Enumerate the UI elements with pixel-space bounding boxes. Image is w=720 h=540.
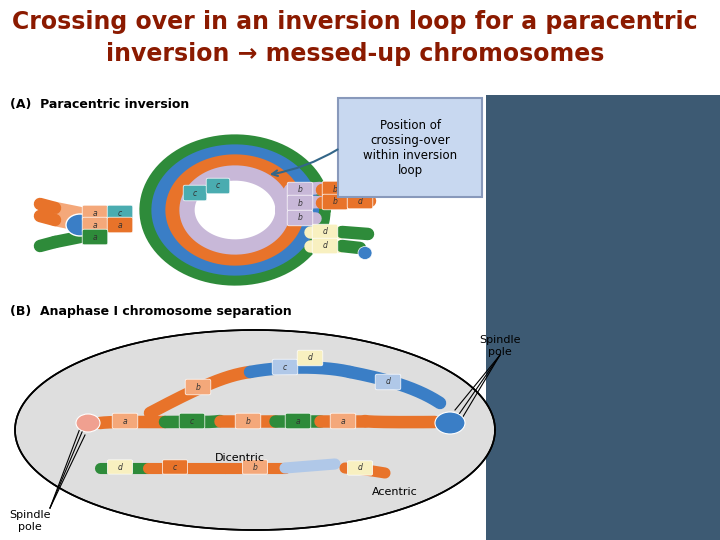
Ellipse shape xyxy=(358,246,372,260)
FancyBboxPatch shape xyxy=(206,178,230,194)
Text: b: b xyxy=(196,382,200,392)
FancyBboxPatch shape xyxy=(82,217,108,233)
Text: b: b xyxy=(333,198,338,206)
Text: Spindle
pole: Spindle pole xyxy=(480,335,521,356)
Text: a: a xyxy=(296,416,300,426)
FancyBboxPatch shape xyxy=(179,413,204,429)
FancyBboxPatch shape xyxy=(323,194,348,210)
FancyBboxPatch shape xyxy=(338,98,482,197)
Text: b: b xyxy=(297,213,302,222)
FancyBboxPatch shape xyxy=(112,413,138,429)
FancyBboxPatch shape xyxy=(375,374,401,390)
Text: a: a xyxy=(93,233,97,241)
Text: b: b xyxy=(297,186,302,194)
Text: b: b xyxy=(253,462,258,471)
Ellipse shape xyxy=(66,214,94,236)
Ellipse shape xyxy=(435,412,465,434)
FancyBboxPatch shape xyxy=(287,195,312,211)
Text: (B)  Anaphase I chromosome separation: (B) Anaphase I chromosome separation xyxy=(10,305,292,318)
Text: Spindle
pole: Spindle pole xyxy=(9,510,50,531)
Text: d: d xyxy=(386,377,390,387)
Text: d: d xyxy=(307,354,312,362)
Polygon shape xyxy=(15,330,495,530)
FancyBboxPatch shape xyxy=(243,460,268,474)
Text: b: b xyxy=(333,185,338,193)
Text: c: c xyxy=(283,362,287,372)
Text: a: a xyxy=(122,416,127,426)
Text: Crossing over in an inversion loop for a paracentric: Crossing over in an inversion loop for a… xyxy=(12,10,698,34)
Text: (A)  Paracentric inversion: (A) Paracentric inversion xyxy=(10,98,189,111)
FancyBboxPatch shape xyxy=(347,193,373,209)
FancyBboxPatch shape xyxy=(183,185,207,201)
FancyBboxPatch shape xyxy=(323,181,348,197)
FancyBboxPatch shape xyxy=(312,224,338,240)
Text: d: d xyxy=(358,197,362,206)
Text: c: c xyxy=(173,462,177,471)
Text: d: d xyxy=(358,463,362,472)
Text: Acentric: Acentric xyxy=(372,487,418,497)
FancyBboxPatch shape xyxy=(272,359,298,375)
FancyBboxPatch shape xyxy=(107,217,132,233)
Text: d: d xyxy=(358,184,362,192)
Text: a: a xyxy=(93,208,97,218)
Text: d: d xyxy=(323,227,328,237)
FancyBboxPatch shape xyxy=(82,229,108,245)
Text: Position of
crossing-over
within inversion
loop: Position of crossing-over within inversi… xyxy=(363,119,457,177)
Text: Dicentric: Dicentric xyxy=(215,453,265,463)
FancyBboxPatch shape xyxy=(297,350,323,366)
Text: d: d xyxy=(117,462,122,471)
FancyBboxPatch shape xyxy=(287,210,312,226)
FancyBboxPatch shape xyxy=(185,379,211,395)
FancyBboxPatch shape xyxy=(107,205,132,221)
FancyBboxPatch shape xyxy=(285,413,311,429)
FancyBboxPatch shape xyxy=(235,413,261,429)
Text: inversion → messed-up chromosomes: inversion → messed-up chromosomes xyxy=(106,42,604,66)
Text: b: b xyxy=(246,416,251,426)
FancyBboxPatch shape xyxy=(82,205,108,221)
FancyBboxPatch shape xyxy=(312,238,338,254)
Text: c: c xyxy=(216,181,220,191)
Text: c: c xyxy=(193,188,197,198)
Text: a: a xyxy=(341,416,346,426)
Bar xyxy=(486,95,720,540)
FancyBboxPatch shape xyxy=(107,460,132,474)
FancyBboxPatch shape xyxy=(330,413,356,429)
Text: a: a xyxy=(117,220,122,230)
Text: d: d xyxy=(323,241,328,251)
FancyBboxPatch shape xyxy=(347,180,373,196)
Text: c: c xyxy=(118,208,122,218)
FancyBboxPatch shape xyxy=(347,461,373,475)
Text: b: b xyxy=(297,199,302,207)
FancyBboxPatch shape xyxy=(287,182,312,198)
Ellipse shape xyxy=(76,414,100,432)
Text: c: c xyxy=(190,416,194,426)
FancyBboxPatch shape xyxy=(162,460,188,474)
Text: a: a xyxy=(93,220,97,230)
